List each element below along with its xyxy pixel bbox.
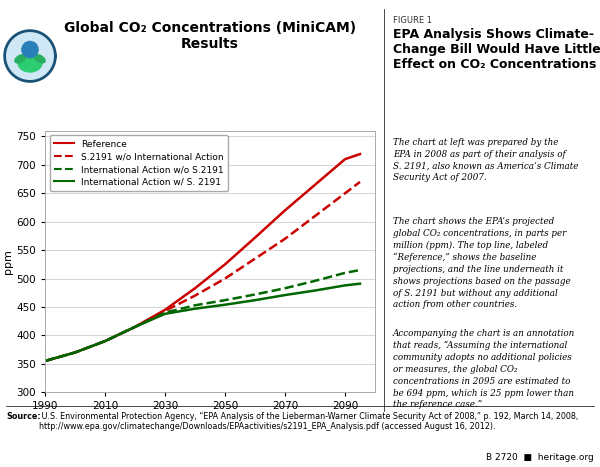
Ellipse shape [34, 55, 45, 63]
Ellipse shape [15, 55, 26, 63]
Text: B 2720  ■  heritage.org: B 2720 ■ heritage.org [486, 453, 594, 462]
Text: EPA Analysis Shows Climate-
Change Bill Would Have Little
Effect on CO₂ Concentr: EPA Analysis Shows Climate- Change Bill … [393, 28, 600, 71]
Legend: Reference, S.2191 w/o International Action, International Action w/o S.2191, Int: Reference, S.2191 w/o International Acti… [50, 135, 228, 191]
Text: FIGURE 1: FIGURE 1 [393, 16, 432, 25]
Text: The chart at left was prepared by the
EPA in 2008 as part of their analysis of
S: The chart at left was prepared by the EP… [393, 138, 578, 182]
Text: Source:: Source: [6, 412, 41, 421]
Text: Accompanying the chart is an annotation
that reads, “Assuming the international
: Accompanying the chart is an annotation … [393, 329, 575, 410]
Circle shape [22, 42, 38, 57]
Text: Global CO₂ Concentrations (MiniCAM)
Results: Global CO₂ Concentrations (MiniCAM) Resu… [64, 21, 356, 51]
Text: The chart shows the EPA’s projected
global CO₂ concentrations, in parts per
mill: The chart shows the EPA’s projected glob… [393, 217, 571, 310]
Text: U.S. Environmental Protection Agency, “EPA Analysis of the Lieberman-Warner Clim: U.S. Environmental Protection Agency, “E… [39, 412, 578, 432]
Circle shape [6, 32, 54, 80]
Y-axis label: ppm: ppm [4, 249, 13, 274]
Ellipse shape [18, 53, 42, 72]
